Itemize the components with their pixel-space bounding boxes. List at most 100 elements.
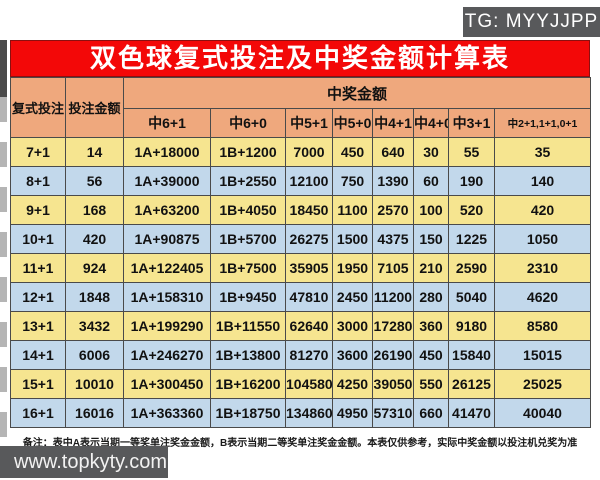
prize-amount-cell: 1050 bbox=[493, 224, 592, 254]
prize-amount-cell: 1B+9450 bbox=[210, 282, 286, 312]
prize-amount-cell: 2450 bbox=[332, 282, 373, 312]
telegram-watermark-badge: TG: MYYJJPP bbox=[463, 7, 600, 37]
prize-amount-cell: 520 bbox=[448, 195, 495, 225]
header-prize-6-1: 中6+1 bbox=[123, 108, 211, 138]
prize-amount-cell: 1A+122405 bbox=[123, 253, 211, 283]
prize-amount-cell: 1B+1200 bbox=[210, 137, 286, 167]
prize-amount-cell: 1A+39000 bbox=[123, 166, 211, 196]
bet-combination-cell: 10+1 bbox=[10, 224, 66, 254]
prize-amount-cell: 25025 bbox=[493, 369, 592, 399]
table-footnote: 备注：表中A表示当期一等奖单注奖金金额，B表示当期二等奖单注奖金金额。本表仅供参… bbox=[22, 438, 578, 449]
prize-amount-cell: 4250 bbox=[332, 369, 373, 399]
prize-amount-cell: 12100 bbox=[285, 166, 333, 196]
prize-amount-cell: 280 bbox=[413, 282, 449, 312]
header-row-columns: 中6+1 中6+0 中5+1 中5+0 中4+1 中4+0 中3+1 中2+1,… bbox=[11, 108, 592, 138]
prize-amount-cell: 26190 bbox=[372, 340, 414, 370]
prize-amount-cell: 57310 bbox=[372, 398, 414, 428]
bet-combination-cell: 12+1 bbox=[10, 282, 66, 312]
prize-amount-cell: 360 bbox=[413, 311, 449, 341]
prize-amount-cell: 1A+158310 bbox=[123, 282, 211, 312]
prize-amount-cell: 7105 bbox=[372, 253, 414, 283]
prize-amount-cell: 1A+300450 bbox=[123, 369, 211, 399]
prize-amount-cell: 190 bbox=[448, 166, 495, 196]
table-row: 12+1 1848 1A+158310 1B+9450 47810 2450 11200 28… bbox=[10, 282, 592, 312]
bet-combination-cell: 7+1 bbox=[10, 137, 66, 167]
prize-amount-cell: 450 bbox=[413, 340, 449, 370]
prize-amount-cell: 3000 bbox=[332, 311, 373, 341]
table-body: 7+1 14 1A+18000 1B+1200 7000 450 640 30 55 35 8+1 5… bbox=[10, 137, 592, 428]
header-prize-2-1: 中2+1,1+1,0+1 bbox=[493, 108, 592, 138]
prize-amount-cell: 1B+2550 bbox=[210, 166, 286, 196]
prize-amount-cell: 2590 bbox=[448, 253, 495, 283]
header-prize-6-0: 中6+0 bbox=[210, 108, 286, 138]
header-prize-4-0: 中4+0 bbox=[413, 108, 449, 138]
prize-amount-cell: 26275 bbox=[285, 224, 333, 254]
prize-amount-cell: 1B+13800 bbox=[210, 340, 286, 370]
prize-amount-cell: 1B+7500 bbox=[210, 253, 286, 283]
table-row: 16+1 16016 1A+363360 1B+18750 134860 4950 5731… bbox=[10, 398, 592, 428]
header-bet-type: 复式投注 bbox=[10, 77, 66, 138]
prize-amount-cell: 1500 bbox=[332, 224, 373, 254]
header-prize-5-0: 中5+0 bbox=[332, 108, 373, 138]
bet-combination-cell: 13+1 bbox=[10, 311, 66, 341]
prize-amount-cell: 18450 bbox=[285, 195, 333, 225]
prize-amount-cell: 550 bbox=[413, 369, 449, 399]
bet-combination-cell: 14+1 bbox=[10, 340, 66, 370]
prize-amount-cell: 450 bbox=[332, 137, 373, 167]
prize-amount-cell: 9180 bbox=[448, 311, 495, 341]
prize-amount-cell: 2570 bbox=[372, 195, 414, 225]
bet-combination-cell: 15+1 bbox=[10, 369, 66, 399]
prize-amount-cell: 750 bbox=[332, 166, 373, 196]
prize-amount-cell: 420 bbox=[493, 195, 592, 225]
prize-amount-cell: 39050 bbox=[372, 369, 414, 399]
bet-combination-cell: 8+1 bbox=[10, 166, 66, 196]
prize-amount-cell: 8580 bbox=[493, 311, 592, 341]
bet-amount-cell: 10010 bbox=[65, 369, 124, 399]
prize-amount-cell: 55 bbox=[448, 137, 495, 167]
bet-amount-cell: 14 bbox=[65, 137, 124, 167]
prize-amount-cell: 140 bbox=[493, 166, 592, 196]
prize-amount-cell: 4950 bbox=[332, 398, 373, 428]
prize-amount-cell: 150 bbox=[413, 224, 449, 254]
prize-amount-cell: 1A+90875 bbox=[123, 224, 211, 254]
payout-table: 复式投注 投注金额 中奖金额 中6+1 中6+0 中5+1 中5+0 中4+1 … bbox=[10, 77, 592, 428]
table-row: 11+1 924 1A+122405 1B+7500 35905 1950 7105 210 2… bbox=[10, 253, 592, 283]
bet-combination-cell: 16+1 bbox=[10, 398, 66, 428]
prize-amount-cell: 15840 bbox=[448, 340, 495, 370]
prize-amount-cell: 1B+4050 bbox=[210, 195, 286, 225]
prize-amount-cell: 3600 bbox=[332, 340, 373, 370]
prize-amount-cell: 1A+63200 bbox=[123, 195, 211, 225]
prize-amount-cell: 26125 bbox=[448, 369, 495, 399]
header-prize-5-1: 中5+1 bbox=[285, 108, 333, 138]
table-row: 14+1 6006 1A+246270 1B+13800 81270 3600 26190 4… bbox=[10, 340, 592, 370]
table-row: 15+1 10010 1A+300450 1B+16200 104580 4250 3905… bbox=[10, 369, 592, 399]
header-prize-4-1: 中4+1 bbox=[372, 108, 414, 138]
prize-amount-cell: 11200 bbox=[372, 282, 414, 312]
prize-amount-cell: 35 bbox=[493, 137, 592, 167]
site-watermark-badge: www.topkyty.com bbox=[0, 446, 168, 478]
prize-amount-cell: 1100 bbox=[332, 195, 373, 225]
table-row: 13+1 3432 1A+199290 1B+11550 62640 3000 17280 3… bbox=[10, 311, 592, 341]
prize-amount-cell: 4375 bbox=[372, 224, 414, 254]
bet-amount-cell: 420 bbox=[65, 224, 124, 254]
prize-amount-cell: 1A+363360 bbox=[123, 398, 211, 428]
prize-amount-cell: 1A+199290 bbox=[123, 311, 211, 341]
prize-amount-cell: 62640 bbox=[285, 311, 333, 341]
bet-amount-cell: 924 bbox=[65, 253, 124, 283]
prize-amount-cell: 1950 bbox=[332, 253, 373, 283]
prize-amount-cell: 660 bbox=[413, 398, 449, 428]
prize-amount-cell: 210 bbox=[413, 253, 449, 283]
prize-amount-cell: 1390 bbox=[372, 166, 414, 196]
prize-amount-cell: 1B+18750 bbox=[210, 398, 286, 428]
bet-amount-cell: 168 bbox=[65, 195, 124, 225]
table-row: 9+1 168 1A+63200 1B+4050 18450 1100 2570 100 520… bbox=[10, 195, 592, 225]
bet-combination-cell: 11+1 bbox=[10, 253, 66, 283]
left-edge-artifact-dark bbox=[0, 40, 7, 97]
header-prize-3-1: 中3+1 bbox=[448, 108, 495, 138]
bet-amount-cell: 3432 bbox=[65, 311, 124, 341]
prize-amount-cell: 17280 bbox=[372, 311, 414, 341]
prize-amount-cell: 4620 bbox=[493, 282, 592, 312]
left-edge-artifact-pattern bbox=[0, 97, 7, 445]
bet-amount-cell: 6006 bbox=[65, 340, 124, 370]
prize-amount-cell: 60 bbox=[413, 166, 449, 196]
